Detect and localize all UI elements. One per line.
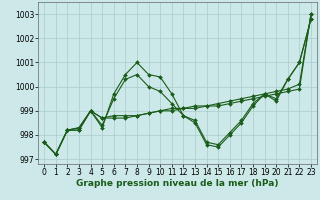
X-axis label: Graphe pression niveau de la mer (hPa): Graphe pression niveau de la mer (hPa) <box>76 179 279 188</box>
